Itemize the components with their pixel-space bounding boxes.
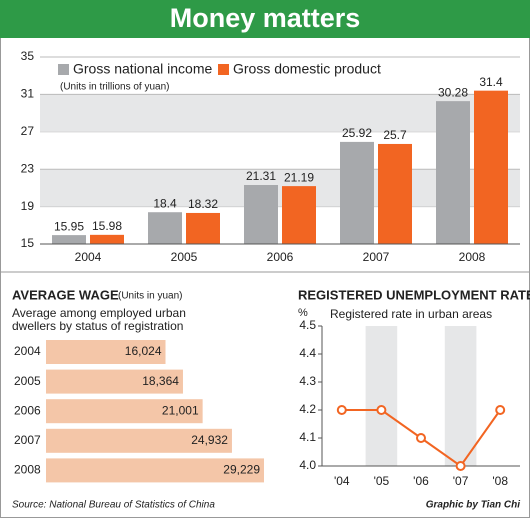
y-tick-label: 15 (21, 236, 35, 250)
y-tick-label: 4.2 (299, 402, 316, 416)
value-label: 31.4 (479, 75, 503, 89)
value-label: 21,001 (162, 403, 199, 417)
bar (436, 101, 470, 244)
bar (46, 458, 264, 483)
chart-subtitle: (Units in trillions of yuan) (60, 82, 169, 93)
value-label: 18,364 (142, 374, 179, 388)
chart-title: REGISTERED UNEMPLOYMENT RATE (298, 287, 530, 302)
x-tick-label: '05 (374, 474, 390, 488)
bar (52, 235, 86, 244)
value-label: 18.32 (188, 197, 218, 211)
bar (46, 369, 183, 394)
value-label: 18.4 (153, 196, 177, 210)
source: Source: National Bureau of Statistics of… (12, 500, 215, 511)
title: Money matters (170, 3, 361, 33)
value-label: 25.7 (383, 128, 407, 142)
bar (244, 185, 278, 244)
chart-subtitle: Registered rate in urban areas (330, 307, 492, 321)
bar (340, 141, 374, 244)
y-tick-label: 27 (21, 124, 35, 138)
value-label: 15.95 (54, 219, 84, 233)
x-tick-label: 2007 (363, 250, 390, 264)
y-tick-label: 2008 (14, 463, 41, 477)
y-tick-label: 23 (21, 161, 35, 175)
value-label: 25.92 (342, 126, 372, 140)
y-tick-label: 4.5 (299, 318, 316, 332)
bar (148, 212, 182, 244)
y-tick-label: 31 (21, 87, 35, 101)
value-label: 15.98 (92, 219, 122, 233)
y-tick-label: 35 (21, 49, 35, 63)
banner (0, 0, 530, 38)
bar (378, 143, 412, 244)
x-tick-label: 2008 (459, 250, 486, 264)
bar (46, 399, 203, 424)
x-tick-label: '08 (492, 474, 508, 488)
y-tick-label: 4.4 (299, 346, 316, 360)
y-tick-label: 2006 (14, 403, 41, 417)
x-tick-label: '04 (334, 474, 350, 488)
legend-swatch (218, 64, 229, 75)
value-label: 30.28 (438, 85, 468, 99)
value-label: 24,932 (191, 433, 228, 447)
y-tick-label: 4.3 (299, 374, 316, 388)
x-tick-label: '07 (453, 474, 469, 488)
y-tick-label: 4.1 (299, 430, 316, 444)
point (416, 433, 426, 443)
bar (186, 212, 220, 244)
point (495, 405, 506, 415)
chart-subtitle: dwellers by status of registration (12, 319, 183, 333)
y-tick-label: 4.0 (299, 458, 316, 472)
bar (46, 428, 232, 453)
x-tick-label: 2006 (267, 250, 294, 264)
value-label: 21.19 (284, 170, 314, 184)
value-label: 21.31 (246, 169, 276, 183)
y-tick-label: 2007 (14, 433, 41, 447)
legend-label: Gross domestic product (233, 61, 381, 77)
point (455, 461, 466, 471)
value-label: 29,229 (223, 463, 260, 477)
y-tick-label: 19 (21, 199, 35, 213)
bar (282, 186, 316, 244)
legend-label: Gross national income (73, 61, 213, 77)
x-tick-label: 2005 (171, 250, 198, 264)
credit: Graphic by Tian Chi (426, 500, 520, 511)
bar (46, 340, 166, 364)
point (336, 405, 347, 415)
bar (90, 234, 124, 244)
y-tick-label: 2004 (14, 344, 41, 358)
x-tick-label: '06 (413, 474, 429, 488)
column-band (365, 326, 398, 466)
x-tick-label: 2004 (75, 250, 102, 264)
chart-subtitle: Average among employed urban (12, 306, 186, 320)
chart-title: AVERAGE WAGE (12, 287, 119, 302)
y-axis-label: % (298, 307, 308, 319)
column-band (444, 326, 477, 466)
chart-unit: (Units in yuan) (118, 291, 182, 302)
y-tick-label: 2005 (14, 374, 41, 388)
bar (474, 90, 508, 244)
point (376, 405, 387, 415)
value-label: 16,024 (125, 344, 162, 358)
legend-swatch (58, 64, 69, 75)
